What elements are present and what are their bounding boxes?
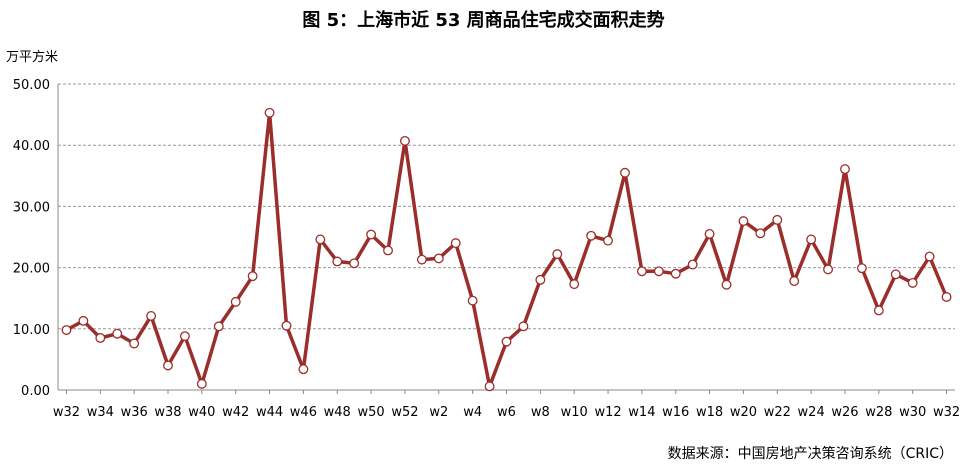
data-point [332,256,343,267]
data-point [924,251,935,262]
data-point [603,235,613,246]
data-point [281,320,292,331]
x-tick-label: w8 [531,405,550,420]
data-point [636,266,647,277]
data-point [247,271,258,282]
data-point [789,276,800,287]
data-point [366,229,377,240]
x-tick-label: w14 [628,405,655,420]
data-point [450,238,461,249]
x-tick-label: w26 [831,405,858,420]
y-tick-label: 40.00 [13,139,50,154]
data-point [298,364,309,375]
data-point [484,381,495,392]
data-point [755,228,766,239]
x-tick-label: w20 [730,405,757,420]
data-point [721,279,732,290]
x-tick-label: w32 [933,405,960,420]
x-tick-label: w10 [561,405,588,420]
data-point [535,274,546,285]
x-tick-label: w40 [188,405,215,420]
source-note: 数据来源：中国房地产决策咨询系统（CRIC） [667,446,953,462]
data-point [78,315,89,326]
x-tick-label: w50 [358,405,385,420]
data-point [840,164,850,175]
data-point [569,279,580,290]
data-point [349,258,360,269]
data-point [129,338,140,349]
data-point [467,295,478,306]
data-point [501,336,512,347]
data-point [890,269,901,280]
data-point [738,216,749,227]
data-point [552,249,563,260]
chart-title: 图 5：上海市近 53 周商品住宅成交面积走势 [302,10,665,31]
data-point [416,254,427,265]
x-tick-label: w46 [290,405,317,420]
data-point [518,321,529,332]
y-tick-label: 30.00 [13,200,50,215]
x-tick-label: w16 [662,405,689,420]
x-tick-label: w52 [391,405,418,420]
x-tick-label: w36 [121,405,148,420]
data-point [230,296,241,307]
data-point [196,378,207,389]
x-tick-label: w44 [256,405,283,420]
y-tick-label: 20.00 [13,262,50,277]
data-point [213,321,224,332]
data-point [400,135,410,146]
data-point [806,234,817,245]
data-point [704,228,715,239]
data-point [772,214,783,225]
data-point [179,331,190,342]
x-tick-label: w6 [497,405,516,420]
data-point [620,167,630,178]
data-point [941,292,952,302]
data-point [315,234,326,245]
x-tick-label: w2 [429,405,448,420]
data-point [433,253,444,264]
x-tick-label: w32 [53,405,80,420]
x-tick-label: w28 [865,405,892,420]
data-point [653,266,664,277]
x-tick-label: w42 [222,405,249,420]
data-point [61,325,72,335]
data-point [856,263,867,274]
data-point [383,245,393,256]
data-point [586,230,597,241]
data-point [823,264,834,275]
x-tick-label: w4 [463,405,482,420]
data-point [907,277,918,288]
x-tick-label: w24 [798,405,825,420]
x-tick-label: w48 [324,405,351,420]
data-point [670,268,681,279]
y-tick-label: 0.00 [21,384,50,399]
x-tick-label: w18 [696,405,723,420]
data-point [873,305,884,316]
x-tick-label: w30 [899,405,926,420]
data-point [163,360,173,371]
y-tick-label: 10.00 [13,323,50,338]
y-tick-label: 50.00 [13,78,50,93]
data-point [112,328,123,339]
y-axis-unit-label: 万平方米 [6,50,59,65]
data-point [264,107,275,118]
x-tick-label: w34 [87,405,114,420]
x-tick-label: w38 [154,405,181,420]
data-point [146,310,157,321]
data-point [95,333,106,343]
data-point [687,259,698,270]
x-tick-label: w12 [594,405,621,420]
x-tick-label: w22 [764,405,791,420]
